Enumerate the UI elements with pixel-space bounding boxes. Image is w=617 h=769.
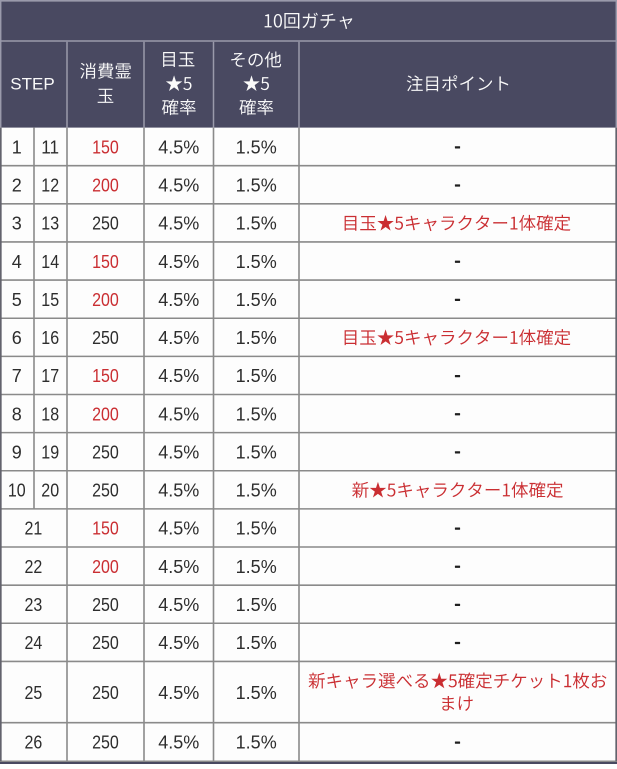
svg-text:200: 200 <box>92 404 119 424</box>
svg-text:26: 26 <box>25 733 43 753</box>
svg-text:22: 22 <box>25 557 43 577</box>
svg-text:17: 17 <box>41 366 59 386</box>
svg-text:4.5%: 4.5% <box>158 683 199 703</box>
svg-text:9: 9 <box>12 442 22 462</box>
svg-text:11: 11 <box>41 137 59 157</box>
svg-text:15: 15 <box>41 290 59 310</box>
svg-text:4.5%: 4.5% <box>158 214 199 234</box>
svg-text:250: 250 <box>92 683 119 703</box>
svg-text:1.5%: 1.5% <box>236 290 277 310</box>
svg-text:200: 200 <box>92 557 119 577</box>
svg-text:8: 8 <box>12 404 22 424</box>
svg-text:1.5%: 1.5% <box>236 176 277 196</box>
svg-text:STEP: STEP <box>10 74 54 93</box>
svg-text:19: 19 <box>41 442 59 462</box>
svg-text:1.5%: 1.5% <box>236 252 277 272</box>
svg-text:4.5%: 4.5% <box>158 633 199 653</box>
svg-text:1.5%: 1.5% <box>236 366 277 386</box>
svg-text:200: 200 <box>92 176 119 196</box>
svg-text:25: 25 <box>25 683 43 703</box>
svg-text:1: 1 <box>12 137 22 157</box>
svg-text:4.5%: 4.5% <box>158 252 199 272</box>
svg-text:150: 150 <box>92 366 119 386</box>
svg-text:4.5%: 4.5% <box>158 481 199 501</box>
svg-text:6: 6 <box>12 328 22 348</box>
svg-text:250: 250 <box>92 442 119 462</box>
svg-text:1.5%: 1.5% <box>236 557 277 577</box>
svg-text:2: 2 <box>12 176 22 196</box>
svg-text:4.5%: 4.5% <box>158 404 199 424</box>
svg-text:250: 250 <box>92 328 119 348</box>
svg-text:16: 16 <box>41 328 59 348</box>
svg-text:7: 7 <box>12 366 22 386</box>
svg-text:1.5%: 1.5% <box>236 595 277 615</box>
svg-text:4.5%: 4.5% <box>158 442 199 462</box>
svg-text:250: 250 <box>92 733 119 753</box>
svg-text:4.5%: 4.5% <box>158 137 199 157</box>
svg-text:4.5%: 4.5% <box>158 733 199 753</box>
svg-text:1.5%: 1.5% <box>236 481 277 501</box>
svg-text:1.5%: 1.5% <box>236 519 277 539</box>
svg-text:1.5%: 1.5% <box>236 683 277 703</box>
svg-text:20: 20 <box>41 481 59 501</box>
svg-text:4.5%: 4.5% <box>158 366 199 386</box>
svg-text:4: 4 <box>12 252 22 272</box>
svg-text:10: 10 <box>8 481 26 501</box>
svg-text:4.5%: 4.5% <box>158 290 199 310</box>
svg-text:12: 12 <box>41 176 59 196</box>
svg-text:13: 13 <box>41 214 59 234</box>
svg-text:3: 3 <box>12 214 22 234</box>
svg-text:4.5%: 4.5% <box>158 595 199 615</box>
svg-text:1.5%: 1.5% <box>236 328 277 348</box>
svg-text:250: 250 <box>92 595 119 615</box>
svg-text:5: 5 <box>12 290 22 310</box>
svg-text:4.5%: 4.5% <box>158 328 199 348</box>
svg-text:1.5%: 1.5% <box>236 733 277 753</box>
svg-text:4.5%: 4.5% <box>158 519 199 539</box>
svg-text:21: 21 <box>25 519 43 539</box>
svg-text:150: 150 <box>92 519 119 539</box>
svg-text:1.5%: 1.5% <box>236 214 277 234</box>
svg-text:250: 250 <box>92 214 119 234</box>
svg-text:4.5%: 4.5% <box>158 557 199 577</box>
svg-text:24: 24 <box>25 633 43 653</box>
svg-text:23: 23 <box>25 595 43 615</box>
svg-text:1.5%: 1.5% <box>236 633 277 653</box>
svg-text:1.5%: 1.5% <box>236 442 277 462</box>
svg-text:1.5%: 1.5% <box>236 404 277 424</box>
svg-text:250: 250 <box>92 481 119 501</box>
svg-text:1.5%: 1.5% <box>236 137 277 157</box>
svg-text:18: 18 <box>41 404 59 424</box>
svg-text:150: 150 <box>92 137 119 157</box>
svg-text:200: 200 <box>92 290 119 310</box>
svg-text:4.5%: 4.5% <box>158 176 199 196</box>
svg-text:14: 14 <box>41 252 59 272</box>
svg-text:150: 150 <box>92 252 119 272</box>
svg-text:250: 250 <box>92 633 119 653</box>
